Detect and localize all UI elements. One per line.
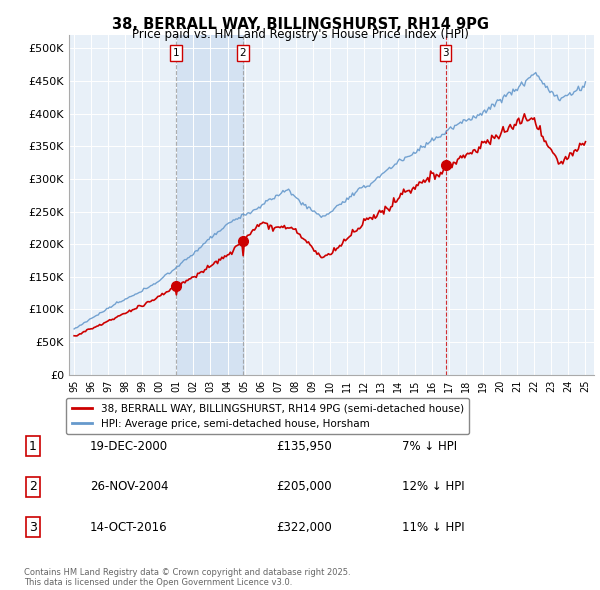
Text: 19-DEC-2000: 19-DEC-2000 (90, 440, 168, 453)
Text: 7% ↓ HPI: 7% ↓ HPI (402, 440, 457, 453)
Bar (176, 35, 243, 375)
Legend: 38, BERRALL WAY, BILLINGSHURST, RH14 9PG (semi-detached house), HPI: Average pri: 38, BERRALL WAY, BILLINGSHURST, RH14 9PG… (67, 398, 469, 434)
Text: 26-NOV-2004: 26-NOV-2004 (90, 480, 169, 493)
Text: 2: 2 (29, 480, 37, 493)
Text: 14-OCT-2016: 14-OCT-2016 (90, 521, 167, 534)
Text: £205,000: £205,000 (276, 480, 332, 493)
Text: £135,950: £135,950 (276, 440, 332, 453)
Text: Price paid vs. HM Land Registry's House Price Index (HPI): Price paid vs. HM Land Registry's House … (131, 28, 469, 41)
Text: 3: 3 (29, 521, 37, 534)
Text: 38, BERRALL WAY, BILLINGSHURST, RH14 9PG: 38, BERRALL WAY, BILLINGSHURST, RH14 9PG (112, 17, 488, 31)
Text: 11% ↓ HPI: 11% ↓ HPI (402, 521, 464, 534)
Text: Contains HM Land Registry data © Crown copyright and database right 2025.
This d: Contains HM Land Registry data © Crown c… (24, 568, 350, 587)
Text: 12% ↓ HPI: 12% ↓ HPI (402, 480, 464, 493)
Text: £322,000: £322,000 (276, 521, 332, 534)
Text: 1: 1 (29, 440, 37, 453)
Text: 1: 1 (172, 48, 179, 58)
Text: 2: 2 (239, 48, 246, 58)
Text: 3: 3 (442, 48, 449, 58)
